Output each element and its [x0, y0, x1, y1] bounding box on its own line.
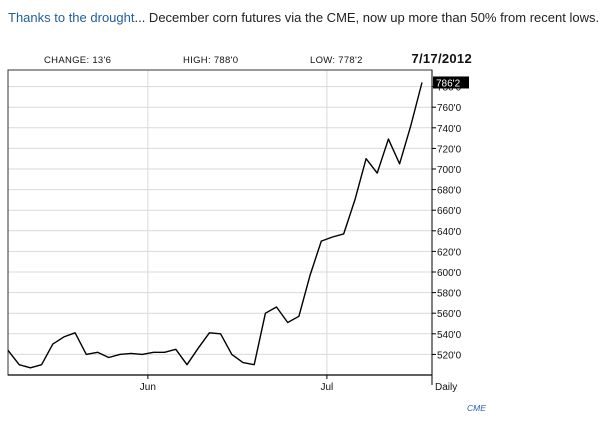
y-tick-label: 580'0: [437, 289, 462, 300]
plot-frame: [7, 69, 433, 385]
period-label: Daily: [435, 382, 457, 393]
change-stat: CHANGE: 13'6: [44, 55, 112, 66]
price-series: [7, 82, 423, 369]
y-tick-label: 720'0: [437, 144, 462, 155]
y-tick-label: 740'0: [437, 124, 462, 135]
last-value-box: [433, 76, 469, 89]
y-tick-label: 600'0: [437, 268, 462, 279]
y-tick-label: 640'0: [437, 227, 462, 238]
last-value-marker: 786'2: [433, 76, 469, 89]
y-tick-label: 620'0: [437, 247, 462, 258]
y-axis: 520'0 540'0 560'0 580'0 600'0 620'0 640'0 660'0…: [432, 83, 462, 361]
drought-link[interactable]: Thanks to the drought: [8, 10, 135, 25]
x-axis: Jun Jul Daily: [140, 375, 457, 393]
last-value-label: 786'2: [436, 78, 461, 89]
low-stat: LOW: 778'2: [310, 55, 363, 66]
y-tick-label: 680'0: [437, 186, 462, 197]
grid: [8, 70, 432, 375]
y-tick-label: 700'0: [437, 165, 462, 176]
y-tick-label: 560'0: [437, 309, 462, 320]
price-line: [7, 82, 423, 369]
y-tick-label: 660'0: [437, 206, 462, 217]
high-stat: HIGH: 788'0: [183, 55, 239, 66]
corn-futures-chart: 520'0 540'0 560'0 580'0 600'0 620'0 640'0 660'0…: [7, 69, 469, 393]
plot-border: [7, 69, 433, 376]
source-link[interactable]: CME: [467, 403, 486, 413]
y-tick-label: 760'0: [437, 103, 462, 114]
x-tick-label: Jul: [320, 382, 333, 393]
caption: Thanks to the drought... December corn f…: [8, 10, 599, 25]
y-tick-label: 520'0: [437, 350, 462, 361]
caption-text: ... December corn futures via the CME, n…: [134, 10, 600, 25]
y-tick-label: 540'0: [437, 330, 462, 341]
chart-date: 7/17/2012: [411, 51, 472, 66]
x-tick-label: Jun: [140, 382, 156, 393]
chart-header: CHANGE: 13'6 HIGH: 788'0 LOW: 778'2 7/17…: [8, 51, 472, 68]
